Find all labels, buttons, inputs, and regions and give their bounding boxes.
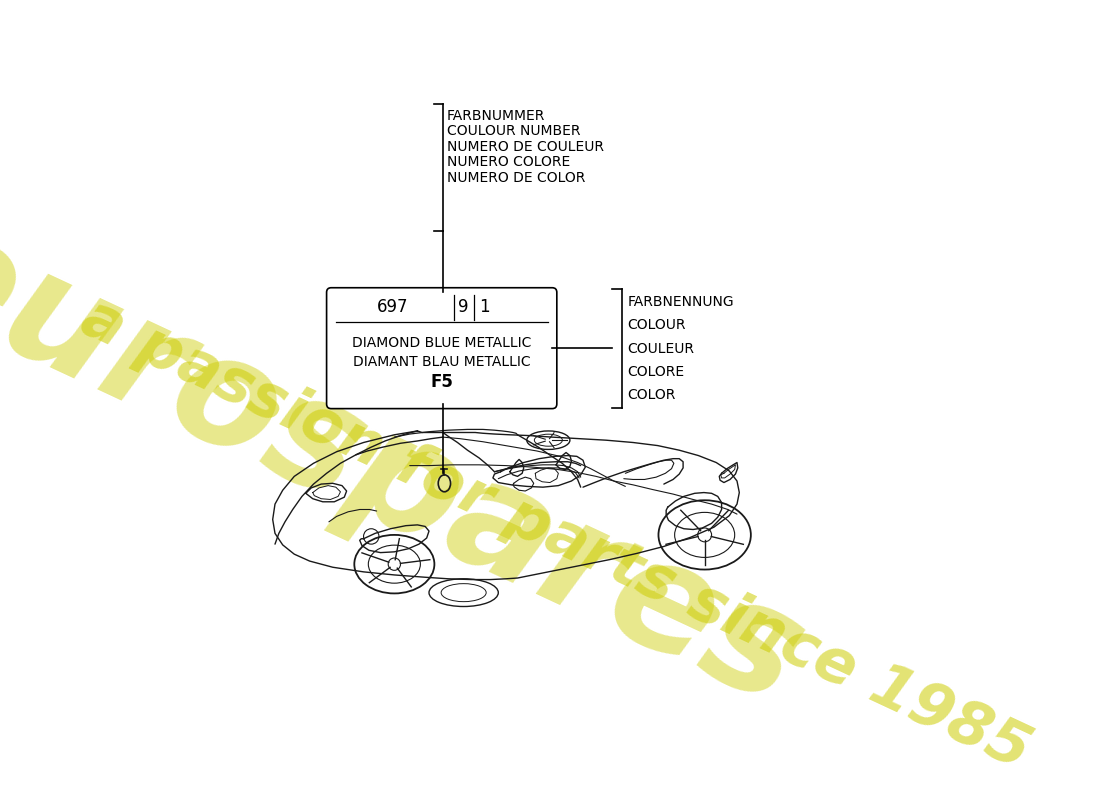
Text: COLOUR: COLOUR — [628, 318, 686, 333]
Text: FARBNENNUNG: FARBNENNUNG — [628, 295, 735, 310]
Text: COULOUR NUMBER: COULOUR NUMBER — [447, 125, 580, 138]
Text: eurospares: eurospares — [0, 194, 825, 738]
Text: NUMERO COLORE: NUMERO COLORE — [447, 155, 570, 170]
Text: DIAMANT BLAU METALLIC: DIAMANT BLAU METALLIC — [353, 354, 530, 369]
Text: COLORE: COLORE — [628, 365, 685, 378]
Text: DIAMOND BLUE METALLIC: DIAMOND BLUE METALLIC — [352, 336, 531, 350]
Text: NUMERO DE COLOR: NUMERO DE COLOR — [447, 170, 585, 185]
Text: 9: 9 — [459, 298, 469, 316]
Text: 697: 697 — [377, 298, 408, 316]
Text: NUMERO DE COULEUR: NUMERO DE COULEUR — [447, 140, 604, 154]
Text: COULEUR: COULEUR — [628, 342, 695, 355]
Text: COLOR: COLOR — [628, 388, 676, 402]
FancyBboxPatch shape — [327, 288, 557, 409]
Text: 1: 1 — [480, 298, 490, 316]
Text: a passion for parts since 1985: a passion for parts since 1985 — [73, 289, 1040, 782]
Text: FARBNUMMER: FARBNUMMER — [447, 109, 546, 123]
Text: F5: F5 — [430, 373, 453, 390]
